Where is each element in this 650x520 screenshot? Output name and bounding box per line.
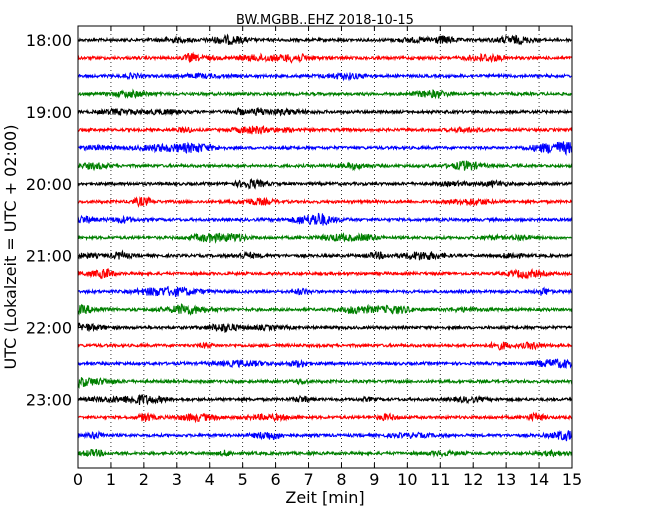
trace-2245: [77, 377, 573, 389]
trace-2115: [77, 268, 573, 280]
axis-ticks: 0 1 2 3 4 5 6 7 8 9 10 11 12 13 14 1518:0019:0020:0021:…: [26, 26, 582, 489]
x-tick-label: 10: [397, 470, 417, 489]
trace-1815: [77, 51, 573, 64]
y-tick-label: 20:00: [26, 175, 72, 194]
trace-2300: [77, 393, 573, 406]
x-tick-label: 0: [73, 470, 83, 489]
x-tick-label: 8: [336, 470, 346, 489]
trace-2315: [77, 411, 573, 424]
x-tick-label: 3: [172, 470, 182, 489]
x-tick-label: 6: [271, 470, 281, 489]
x-tick-label: 15: [562, 470, 582, 489]
x-tick-label: 14: [529, 470, 549, 489]
plot-frame: [77, 25, 573, 469]
y-axis-label: UTC (Lokalzeit = UTC + 02:00): [1, 125, 20, 370]
x-tick-label: 7: [303, 470, 313, 489]
trace-2000: [77, 177, 573, 190]
chart-title: BW.MGBB..EHZ 2018-10-15: [236, 13, 414, 28]
grid-lines: [110, 26, 540, 468]
trace-2100: [77, 249, 573, 261]
y-tick-label: 23:00: [26, 390, 72, 409]
trace-2030: [77, 212, 573, 226]
trace-2215: [77, 340, 573, 351]
x-tick-label: 4: [205, 470, 215, 489]
trace-2345: [77, 448, 573, 458]
y-tick-label: 18:00: [26, 31, 72, 50]
trace-2200: [77, 322, 573, 333]
x-tick-label: 5: [238, 470, 248, 489]
trace-1830: [77, 71, 573, 82]
trace-1800: [77, 33, 573, 46]
x-tick-label: 11: [430, 470, 450, 489]
trace-2045: [77, 232, 573, 244]
trace-1930: [77, 141, 573, 157]
trace-series: [77, 33, 573, 458]
trace-1845: [77, 88, 573, 100]
trace-1945: [77, 160, 573, 172]
trace-2015: [77, 195, 573, 208]
y-tick-label: 22:00: [26, 319, 72, 338]
x-tick-label: 9: [369, 470, 379, 489]
trace-1915: [77, 125, 573, 135]
trace-2330: [77, 429, 573, 442]
x-tick-label: 1: [106, 470, 116, 489]
trace-2130: [77, 285, 573, 297]
x-tick-label: 2: [139, 470, 149, 489]
x-tick-label: 13: [496, 470, 516, 489]
trace-2230: [77, 358, 573, 370]
x-tick-label: 12: [463, 470, 483, 489]
x-axis-label: Zeit [min]: [285, 488, 364, 507]
trace-1900: [77, 107, 573, 117]
y-tick-label: 21:00: [26, 247, 72, 266]
trace-2145: [77, 303, 573, 316]
y-tick-label: 19:00: [26, 103, 72, 122]
